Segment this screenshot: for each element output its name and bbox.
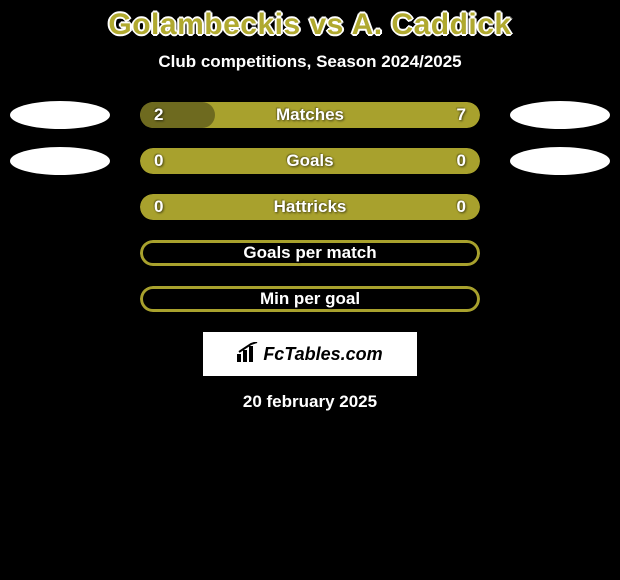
stat-bar-track: Goals0 0 (140, 148, 480, 174)
stat-value-left: 2 (154, 102, 163, 128)
stat-bar-track: Min per goal (140, 286, 480, 312)
stat-value-left: 0 (154, 148, 163, 174)
stat-bar: Goals per match (0, 240, 620, 266)
player-right-marker (510, 147, 610, 175)
stat-label: Min per goal (140, 286, 480, 312)
stat-label: Hattricks (140, 194, 480, 220)
page-subtitle: Club competitions, Season 2024/2025 (0, 52, 620, 72)
page-title: Golambeckis vs A. Caddick (0, 0, 620, 42)
stat-bar: Hattricks0 0 (0, 194, 620, 220)
comparison-infographic: Golambeckis vs A. Caddick Club competiti… (0, 0, 620, 580)
stat-bars-container: Matches27Goals00Hattricks00Goals per mat… (0, 102, 620, 312)
badge-text: FcTables.com (263, 344, 382, 365)
stat-label: Goals (140, 148, 480, 174)
stat-bar: Min per goal (0, 286, 620, 312)
chart-icon (237, 342, 259, 367)
stat-label: Matches (140, 102, 480, 128)
player-right-marker (510, 101, 610, 129)
footer-date: 20 february 2025 (0, 392, 620, 412)
stat-bar: Goals0 0 (0, 148, 620, 174)
player-left-marker (10, 101, 110, 129)
stat-bar-track: Matches2 7 (140, 102, 480, 128)
stat-bar-track: Hattricks0 0 (140, 194, 480, 220)
stat-bar: Matches2 7 (0, 102, 620, 128)
stat-value-right: 7 (457, 102, 466, 128)
stat-value-left: 0 (154, 194, 163, 220)
stat-label: Goals per match (140, 240, 480, 266)
player-left-marker (10, 147, 110, 175)
stat-value-right: 0 (457, 148, 466, 174)
stat-value-right: 0 (457, 194, 466, 220)
stat-bar-track: Goals per match (140, 240, 480, 266)
source-badge: FcTables.com (203, 332, 417, 376)
